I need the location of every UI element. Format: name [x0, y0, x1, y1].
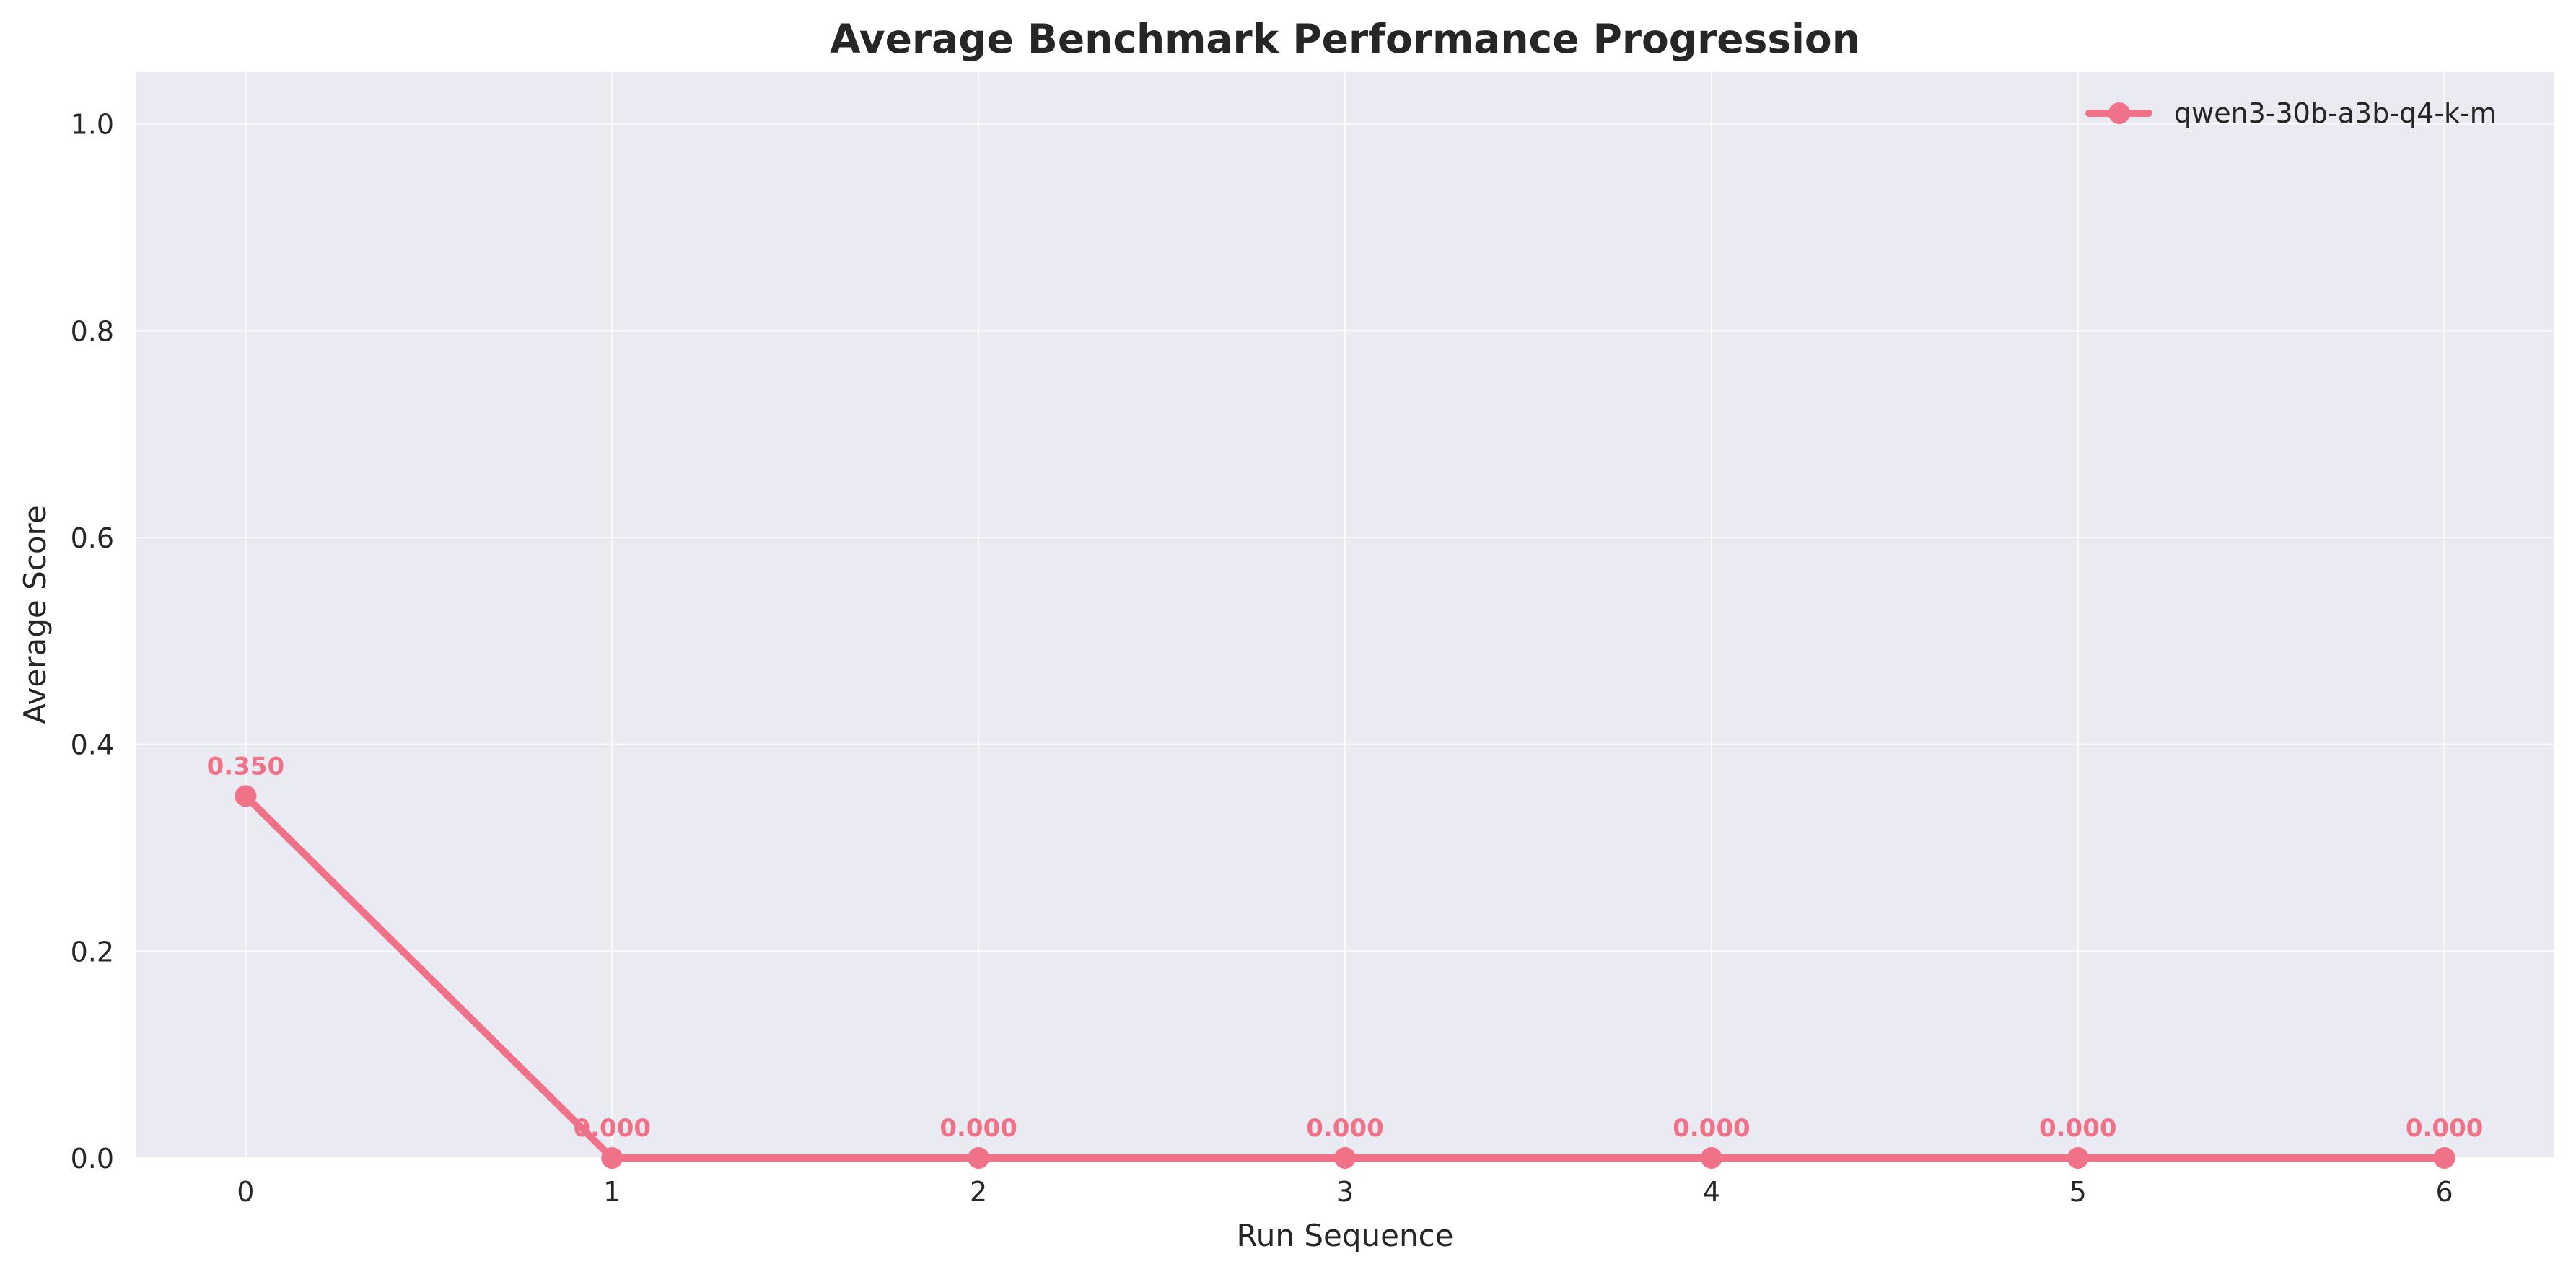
data-label: 0.350	[207, 752, 285, 781]
x-tick-label: 5	[2069, 1176, 2087, 1208]
x-tick-label: 0	[237, 1176, 254, 1208]
data-point	[235, 785, 257, 807]
grid-lines	[136, 72, 2554, 1159]
data-point	[968, 1147, 990, 1169]
chart-title: Average Benchmark Performance Progressio…	[830, 16, 1860, 62]
legend-entry-label: qwen3-30b-a3b-q4-k-m	[2174, 97, 2497, 129]
y-axis-label: Average Score	[17, 505, 53, 724]
y-tick-label: 1.0	[71, 109, 114, 141]
series-layer	[235, 785, 2455, 1169]
data-label: 0.000	[573, 1114, 651, 1143]
data-point	[2433, 1147, 2455, 1169]
y-tick-label: 0.8	[71, 315, 114, 347]
data-label: 0.000	[939, 1114, 1017, 1143]
x-tick-label: 2	[970, 1176, 987, 1208]
data-point	[601, 1147, 623, 1169]
data-labels: 0.350 0.000 0.000 0.000 0.000 0.000 0.000	[207, 752, 2484, 1143]
y-tick-label: 0.0	[71, 1143, 114, 1175]
x-tick-label: 1	[603, 1176, 621, 1208]
y-tick-label: 0.2	[71, 936, 114, 967]
y-tick-label: 0.6	[71, 522, 114, 554]
data-point	[1334, 1147, 1356, 1169]
data-label: 0.000	[2406, 1114, 2484, 1143]
data-label: 0.000	[1673, 1114, 1751, 1143]
x-tick-label: 4	[1703, 1176, 1720, 1208]
legend: qwen3-30b-a3b-q4-k-m	[2085, 97, 2497, 129]
x-tick-label: 3	[1336, 1176, 1354, 1208]
data-label: 0.000	[1306, 1114, 1384, 1143]
tick-labels: 0 1 2 3 4 5 6 0.0 0.2 0.4 0.6 0.8 1.0	[71, 109, 2453, 1208]
data-point	[2067, 1147, 2089, 1169]
data-point	[1700, 1147, 1722, 1169]
x-axis-label: Run Sequence	[1236, 1218, 1453, 1253]
data-label: 0.000	[2039, 1114, 2117, 1143]
legend-point-marker	[2108, 102, 2130, 124]
y-tick-label: 0.4	[71, 729, 114, 761]
x-tick-label: 6	[2436, 1176, 2453, 1208]
